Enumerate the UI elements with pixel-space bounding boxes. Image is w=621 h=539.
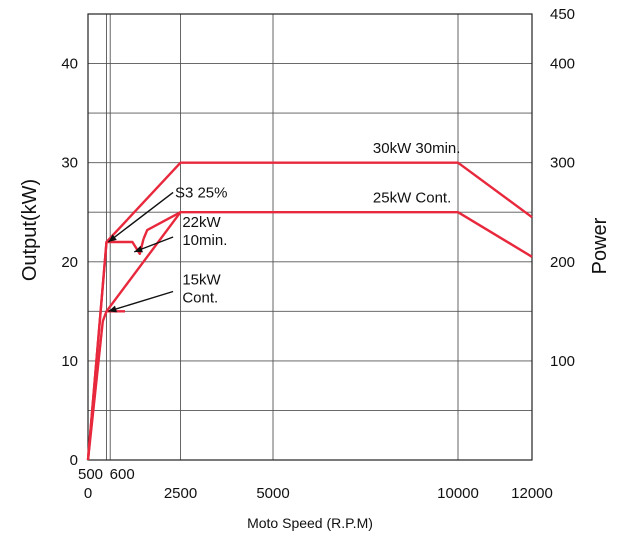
y-axis-label-right: Power	[589, 217, 611, 274]
y-axis-label: Output(kW)	[19, 179, 41, 281]
annotation-label: 22kW	[182, 214, 221, 231]
annotation-label: S3 25%	[175, 184, 228, 201]
x-tick-label: 10000	[437, 485, 479, 502]
y-tick-label-right: 400	[550, 56, 575, 73]
x-tick-label: 2500	[164, 485, 197, 502]
annotation-label: 15kW	[182, 272, 221, 289]
y-tick-label-right: 200	[550, 254, 575, 271]
y-tick-label: 30	[61, 155, 78, 172]
series-line	[142, 211, 182, 240]
tick-layer: 0 2500 5000 10000 12000 500 600 0 10 20 30 40 100 200…	[61, 6, 575, 502]
annotation-label: 30kW 30min.	[373, 140, 461, 157]
leader-arrowhead	[108, 234, 117, 242]
y-tick-label: 10	[61, 353, 78, 370]
leader-arrowhead	[134, 245, 143, 253]
y-tick-label-right: 450	[550, 6, 575, 23]
series-line	[105, 210, 533, 313]
plot-frame	[87, 13, 533, 461]
leader-arrowhead	[108, 305, 118, 313]
y-tick-label-right: 100	[550, 353, 575, 370]
leader-line	[107, 191, 174, 243]
x-tick-label-extra: 500	[78, 466, 103, 483]
annotation-label: 10min.	[182, 232, 227, 249]
y-tick-label-right: 300	[550, 155, 575, 172]
leader-layer	[107, 191, 174, 313]
series-layer	[86, 161, 533, 461]
x-tick-label: 12000	[511, 485, 553, 502]
y-tick-label: 0	[70, 452, 78, 469]
x-tick-label-extra: 600	[110, 466, 135, 483]
leader-line	[108, 290, 174, 313]
x-tick-label: 0	[84, 485, 92, 502]
grid	[88, 14, 532, 460]
y-tick-label: 40	[61, 56, 78, 73]
x-tick-label: 5000	[256, 485, 289, 502]
annotation-label: Cont.	[182, 289, 218, 306]
x-axis-label: Moto Speed (R.P.M)	[247, 515, 373, 531]
annotation-label: 25kW Cont.	[373, 189, 451, 206]
y-tick-label: 20	[61, 254, 78, 271]
